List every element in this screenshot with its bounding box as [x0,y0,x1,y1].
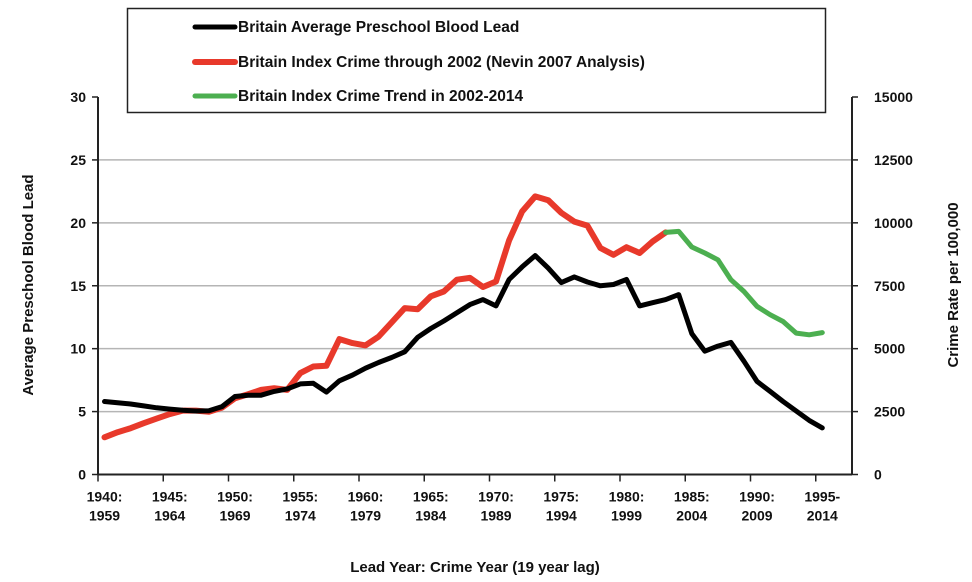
left-y-tick-label: 20 [70,215,86,231]
x-tick-label-line: 1975: [543,489,579,505]
x-tick-label-line: 1959 [89,508,120,524]
left-y-axis-title: Average Preschool Blood Lead [20,174,37,395]
x-tick-label-line: 2014 [807,508,838,524]
left-y-tick-label: 0 [78,467,86,483]
x-tick-label: 1950: 1969 [217,489,253,524]
x-tick-label-line: 1989 [480,508,511,524]
x-tick-label-line: 1965: [413,489,449,505]
legend-label-crime: Britain Index Crime through 2002 (Nevin … [238,54,645,71]
x-tick-label-line: 1964 [154,508,185,524]
x-axis-title: Lead Year: Crime Year (19 year lag) [350,559,600,576]
legend-label-lead: Britain Average Preschool Blood Lead [238,19,519,36]
x-tick-label-line: 1950: [217,489,253,505]
x-tick-labels: 1940: 1959 1945: 1964 1950: 1969 1955: 1974 1960… [87,489,841,524]
x-tick-label-line: 1990: [739,489,775,505]
left-y-tick-label: 15 [70,278,86,294]
x-tick-label-line: 1985: [674,489,710,505]
x-tick-label-line: 1980: [609,489,645,505]
x-tick-label: 1940: 1959 [87,489,123,524]
left-y-tick-label: 5 [78,404,86,420]
left-y-tick-label: 10 [70,341,86,357]
right-y-tick-label: 12500 [874,152,913,168]
left-y-tick-labels: 0 5 10 15 20 25 30 [70,89,86,483]
axes [92,96,858,482]
x-tick-label: 1970: 1989 [478,489,514,524]
x-tick-label: 1995- 2014 [804,489,840,524]
right-y-axis-title: Crime Rate per 100,000 [945,202,962,367]
x-tick-label: 1975: 1994 [543,489,579,524]
x-tick-label: 1965: 1984 [413,489,449,524]
x-tick-label-line: 1999 [611,508,642,524]
right-y-tick-label: 2500 [874,404,905,420]
x-tick-label-line: 1940: [87,489,123,505]
left-y-tick-label: 30 [70,89,86,105]
x-tick-label-line: 1994 [546,508,577,524]
right-y-tick-label: 15000 [874,89,913,105]
x-tick-label: 1945: 1964 [152,489,188,524]
x-tick-label: 1990: 2009 [739,489,775,524]
series-line-lead [102,253,825,431]
x-tick-label-line: 1955: [282,489,318,505]
x-tick-label: 1955: 1974 [282,489,318,524]
x-tick-label-line: 1969 [219,508,250,524]
x-tick-label-line: 1984 [415,508,446,524]
legend: Britain Average Preschool Blood Lead Bri… [126,7,827,114]
right-y-tick-label: 5000 [874,341,905,357]
x-tick-label: 1960: 1979 [348,489,384,524]
right-y-tick-label: 10000 [874,215,913,231]
gridlines [98,159,852,413]
x-tick-label-line: 1970: [478,489,514,505]
left-y-tick-label: 25 [70,152,86,168]
x-tick-label-line: 2004 [676,508,707,524]
x-tick-label-line: 2009 [741,508,772,524]
x-tick-label-line: 1979 [350,508,381,524]
series-lines [101,193,825,441]
x-tick-label-line: 1995- [804,489,840,505]
x-tick-label-line: 1974 [285,508,316,524]
series-line-crime [101,193,669,441]
x-tick-label-line: 1945: [152,489,188,505]
x-tick-label: 1985: 2004 [674,489,710,524]
right-y-tick-label: 0 [874,467,882,483]
x-tick-label: 1980: 1999 [609,489,645,524]
legend-label-crime-trend: Britain Index Crime Trend in 2002-2014 [238,88,524,105]
x-tick-label-line: 1960: [348,489,384,505]
legend-box [126,7,827,114]
right-y-tick-labels: 0 2500 5000 7500 10000 12500 15000 [874,89,913,483]
right-y-tick-label: 7500 [874,278,905,294]
